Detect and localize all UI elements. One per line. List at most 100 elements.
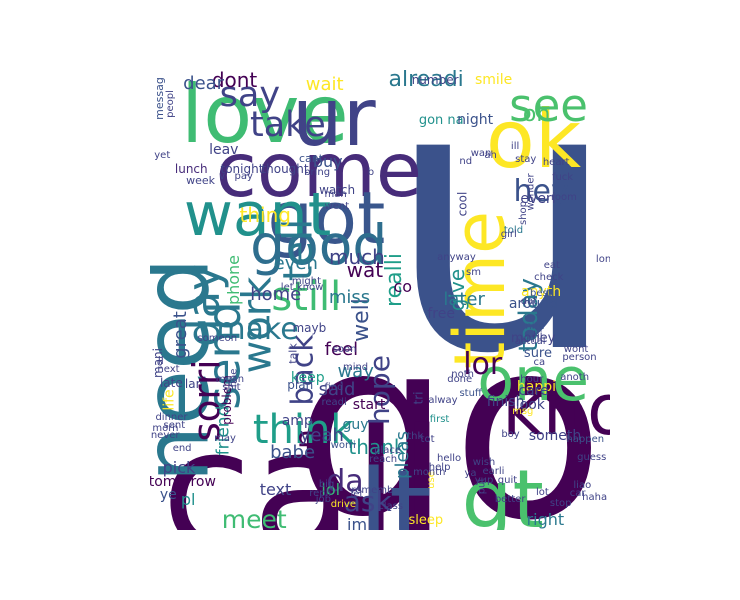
word-cloud-word: know (502, 369, 610, 451)
word-cloud-word: nd (459, 156, 473, 167)
word-cloud-word: soon (332, 344, 357, 355)
word-cloud-word: stop (549, 498, 572, 509)
word-cloud-word: let know (280, 282, 324, 293)
word-cloud-word: morn (152, 423, 179, 434)
word-cloud-word: v (219, 171, 225, 182)
word-cloud-word: free (427, 306, 455, 322)
word-cloud-word: month (413, 467, 446, 478)
word-cloud-word: yet (154, 150, 171, 161)
word-cloud-word: someon (197, 333, 238, 344)
word-cloud-word: mind (342, 362, 369, 373)
word-cloud-word: tonight (220, 162, 264, 176)
word-cloud-word: look (515, 397, 545, 413)
word-cloud-word: call (161, 393, 445, 530)
word-cloud-word: hello (437, 453, 462, 464)
word-cloud-word: yeah (299, 425, 344, 446)
word-cloud-word: rememb (351, 485, 394, 496)
word-cloud-word: tri (411, 391, 426, 405)
word-cloud-word: say (219, 74, 281, 115)
word-cloud-word: hey (513, 174, 569, 209)
word-cloud-word: stuff (459, 388, 482, 399)
word-cloud-word: life (162, 389, 179, 411)
word-cloud-word: see (509, 78, 588, 132)
word-cloud-word: wan (470, 148, 492, 159)
word-cloud-word: u (385, 70, 610, 435)
word-cloud-word: co (393, 277, 413, 296)
word-cloud-word: leav (209, 142, 239, 158)
word-cloud-word: b (367, 167, 375, 178)
word-cloud-word: come (215, 125, 422, 214)
word-cloud-word: gt (461, 453, 544, 531)
word-cloud-word: eat (543, 260, 560, 271)
word-cloud-word: sleep (408, 512, 444, 528)
word-cloud-word: dinner (155, 412, 188, 423)
word-cloud-word: earli (482, 466, 505, 477)
word-cloud-word: sent (163, 420, 186, 431)
word-cloud-word: better (494, 494, 526, 505)
word-cloud-word: da (326, 464, 364, 499)
word-cloud-word: got (267, 176, 386, 260)
word-cloud-word: money (510, 330, 556, 346)
word-cloud-word: yup (474, 475, 494, 486)
word-cloud-word: lol (321, 480, 341, 499)
word-cloud-word: keep (290, 370, 325, 386)
word-cloud-word: end (172, 443, 192, 454)
word-cloud-word: pl (180, 490, 196, 509)
word-cloud-word: smile (474, 72, 513, 88)
word-cloud-word: number (411, 73, 459, 87)
word-cloud-word: said (318, 379, 356, 400)
word-cloud-word: never (150, 430, 180, 441)
word-cloud-word: quit (497, 475, 518, 486)
word-cloud-word: person (562, 352, 597, 363)
word-cloud-word: oh (522, 102, 551, 127)
word-cloud-word: amp (281, 413, 313, 429)
word-cloud-word: tomorrow (150, 474, 216, 490)
word-cloud-word: thing (239, 203, 291, 227)
word-cloud-word: wish (472, 457, 496, 468)
word-cloud-word: week (186, 173, 215, 187)
word-cloud-word: love (181, 70, 349, 161)
word-cloud-word: job (315, 494, 332, 505)
word-cloud-word: babe (270, 442, 316, 463)
word-cloud-word: lot (536, 487, 549, 498)
word-cloud-word: lar (184, 377, 201, 391)
word-cloud-word: alway (428, 395, 458, 406)
word-cloud-word: best (530, 288, 552, 299)
word-cloud-word: check (534, 272, 564, 283)
word-cloud-word: tot (420, 434, 435, 445)
word-cloud-word: still (271, 274, 342, 320)
word-cloud-word: first (429, 414, 450, 425)
word-cloud-word: someth (528, 428, 582, 444)
word-cloud-word: thought (261, 162, 309, 176)
word-cloud-word: ye (159, 487, 177, 503)
word-cloud-word: liao (573, 480, 592, 491)
word-cloud-word: long (595, 254, 610, 265)
word-cloud-word: might (291, 276, 322, 287)
word-cloud-word: reach (369, 454, 398, 465)
word-cloud-word: anoth (560, 372, 590, 383)
word-cloud-word: messag (152, 76, 166, 120)
word-cloud-word: class (378, 501, 404, 512)
word-cloud-word: around (508, 296, 559, 312)
word-cloud: ugocallloveurcomegotwantoktimeltgtknowne… (150, 70, 610, 530)
word-cloud-word: want (183, 180, 332, 250)
word-cloud-word: ca (533, 357, 546, 368)
word-cloud-word: msg (512, 406, 534, 417)
word-cloud-word: everi (520, 191, 556, 207)
word-cloud-word: ill (510, 141, 520, 152)
word-cloud-word: start (352, 397, 386, 413)
word-cloud-word: even (273, 253, 318, 274)
word-cloud-word: girl (500, 229, 517, 240)
word-cloud-word: repli (309, 488, 332, 499)
word-cloud-word: late (159, 376, 183, 390)
word-cloud-word: readi (321, 397, 347, 408)
word-cloud-word: feel (324, 339, 359, 360)
word-cloud-word: peopl (165, 90, 177, 118)
word-cloud-word: think (252, 407, 354, 453)
word-cloud-word: dont (211, 70, 258, 92)
word-cloud-word: happi (516, 379, 557, 395)
word-cloud-word: mean (215, 374, 245, 385)
word-cloud-word: stay (515, 154, 537, 165)
word-cloud-word: alreadi (388, 70, 464, 92)
word-cloud-word: drive (330, 499, 356, 510)
